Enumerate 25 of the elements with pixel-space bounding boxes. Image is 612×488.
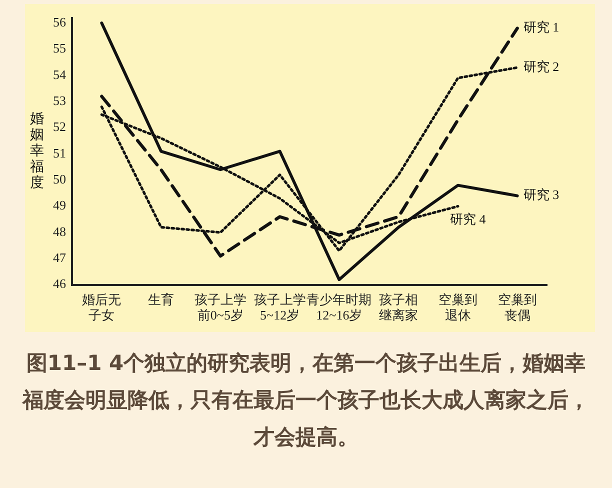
x-tick-label: 空巢到丧偶	[498, 292, 537, 323]
y-tick-label: 52	[53, 119, 66, 134]
y-tick-label: 54	[53, 66, 66, 82]
x-tick-label: 青少年时期12~16岁	[306, 292, 372, 323]
x-tick-label: 孩子上学前0~5岁	[194, 292, 246, 323]
x-tick-label: 空巢到退休	[438, 292, 478, 323]
y-tick-label: 56	[53, 14, 66, 30]
series-label: 研究 1	[523, 20, 560, 35]
x-tick-label: 婚后无子女	[82, 292, 122, 323]
x-tick-label: 孩子上学5~12岁	[254, 292, 306, 323]
y-tick-label: 48	[53, 224, 66, 239]
series-label: 研究 4	[450, 212, 486, 227]
y-axis-title: 婚姻幸福度	[30, 110, 44, 191]
y-tick-label: 53	[53, 92, 66, 108]
caption: 图11–1 4个独立的研究表明，在第一个孩子出生后，婚姻幸福度会明显降低，只有在最后一个孩子也长大成人离家之后，才会提高。	[20, 350, 590, 451]
y-tick-label: 47	[53, 250, 66, 266]
x-tick-label: 孩子相继离家	[379, 292, 418, 323]
y-tick-label: 46	[53, 276, 66, 292]
y-tick-label: 49	[53, 198, 66, 213]
y-tick-label: 50	[53, 172, 66, 187]
y-tick-label: 55	[53, 40, 66, 56]
y-tick-label: 51	[53, 145, 66, 160]
series-label: 研究 2	[523, 58, 560, 74]
series-label: 研究 3	[523, 187, 560, 202]
x-tick-label: 生育	[148, 292, 174, 308]
